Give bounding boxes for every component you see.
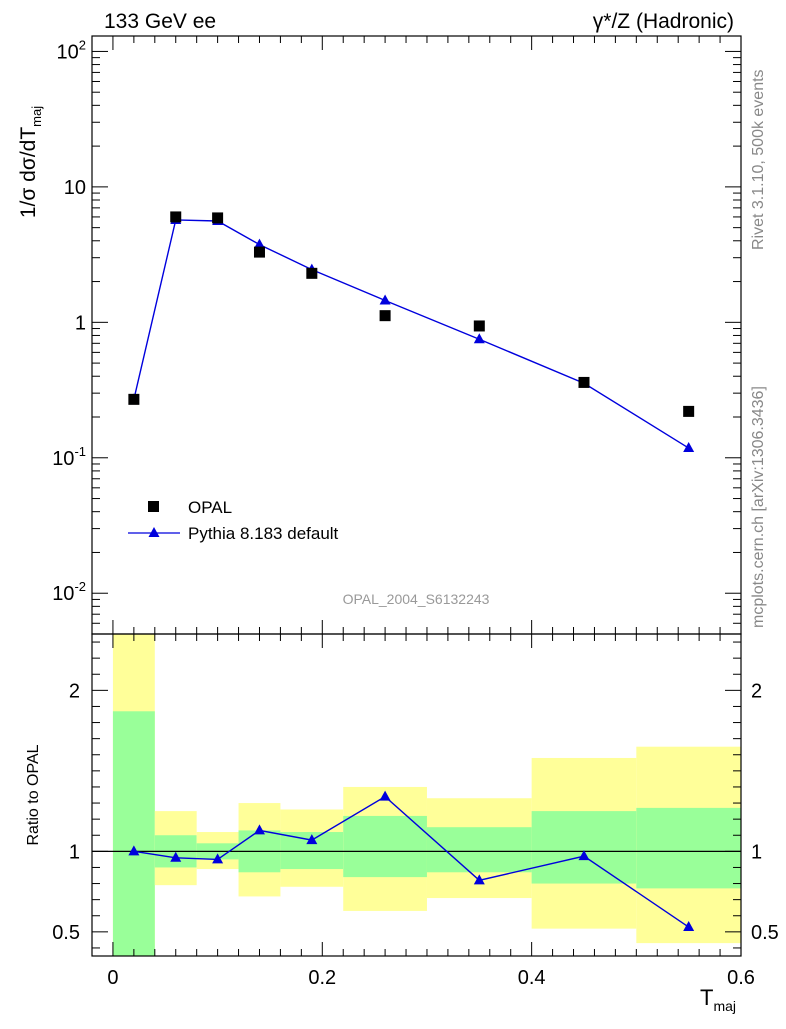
data-point — [683, 405, 695, 417]
data-point — [379, 310, 391, 322]
main-y-tick-label: 102 — [57, 37, 86, 63]
data-point — [253, 246, 265, 258]
analysis-watermark: OPAL_2004_S6132243 — [343, 591, 490, 607]
data-point — [306, 267, 318, 279]
main-y-tick-label: 10-1 — [52, 444, 86, 470]
ratio-point — [578, 850, 590, 861]
mcplots-label: mcplots.cern.ch [arXiv:1306.3436] — [750, 386, 767, 628]
ratio-point — [128, 845, 140, 856]
legend-marker-pythia — [148, 527, 160, 537]
ratio-point — [253, 824, 265, 835]
xlabel-sub: maj — [713, 998, 736, 1014]
axes: 0 0.2 0.4 0.6 10-2 10-1 1 10 102 0.5 0.5 1 1 2 2 — [52, 35, 779, 989]
ratio-y-tick-label-right: 2 — [751, 680, 762, 702]
mc-point — [473, 333, 485, 344]
data-point — [212, 212, 224, 224]
data-point — [128, 393, 140, 405]
legend-label-opal: OPAL — [188, 498, 232, 517]
ratio-point — [473, 874, 485, 885]
main-plot — [128, 211, 695, 453]
ratio-y-tick-label-left: 2 — [69, 680, 80, 702]
ratio-y-tick-label-right: 0.5 — [751, 922, 779, 944]
svg-text:1/σ dσ/dTmaj: 1/σ dσ/dTmaj — [17, 106, 44, 218]
main-ylabel: 1/σ dσ/dTmaj — [17, 106, 44, 218]
legend: OPAL Pythia 8.183 default — [128, 498, 339, 543]
ratio-point — [212, 853, 224, 864]
xlabel-text: T — [700, 985, 713, 1010]
ratio-bands — [112, 634, 741, 956]
header-left: 133 GeV ee — [104, 10, 216, 33]
ratio-point — [379, 790, 391, 801]
main-frame — [91, 35, 742, 635]
ratio-frame — [91, 633, 742, 957]
main-ylabel-text: 1/σ dσ/dT — [17, 127, 40, 218]
ratio-ylabel: Ratio to OPAL — [25, 744, 42, 845]
main-y-tick-label: 10 — [64, 177, 86, 199]
main-y-tick-label: 10-2 — [52, 579, 86, 605]
legend-marker-opal — [148, 501, 159, 512]
x-tick-label: 0 — [107, 967, 118, 989]
data-point — [473, 320, 485, 332]
ratio-plot — [92, 790, 741, 932]
header-right: γ*/Z (Hadronic) — [593, 10, 734, 33]
main-y-tick-label: 1 — [75, 312, 86, 334]
ratio-band-inner-0 — [112, 711, 155, 956]
ratio-band-inner-5 — [343, 815, 427, 878]
ratio-point — [170, 851, 182, 862]
x-tick-label: 0.2 — [308, 967, 336, 989]
ratio-point — [683, 921, 695, 932]
data-point — [578, 376, 590, 388]
x-tick-label: 0.6 — [727, 967, 755, 989]
xlabel: Tmaj — [700, 985, 736, 1014]
x-tick-label: 0.4 — [518, 967, 546, 989]
mc-point — [683, 442, 695, 453]
legend-label-pythia: Pythia 8.183 default — [188, 524, 339, 543]
ratio-y-tick-label-right: 1 — [751, 841, 762, 863]
mc-series-line — [133, 219, 690, 449]
ratio-point — [306, 834, 318, 845]
mc-point — [253, 238, 265, 249]
ratio-y-tick-label-left: 0.5 — [52, 922, 80, 944]
mc-point — [379, 294, 391, 305]
main-ylabel-sub: maj — [29, 106, 44, 127]
ratio-band-inner-7 — [531, 811, 637, 884]
data-point — [170, 211, 182, 223]
ratio-band-inner-6 — [426, 827, 532, 873]
ratio-y-tick-label-left: 1 — [69, 841, 80, 863]
rivet-label: Rivet 3.1.10, 500k events — [750, 69, 767, 250]
ratio-band-inner-8 — [636, 807, 741, 889]
